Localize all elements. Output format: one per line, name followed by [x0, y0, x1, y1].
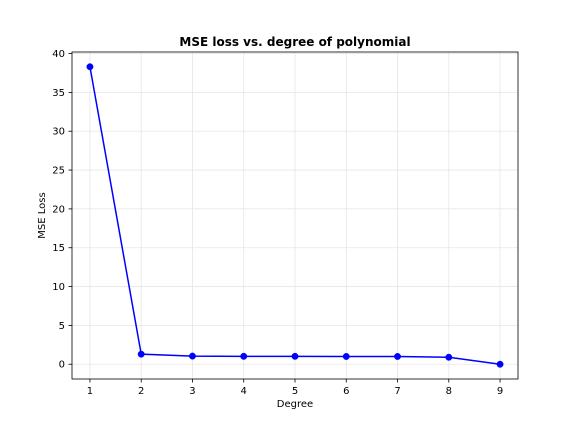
y-tick-label: 20	[52, 204, 65, 215]
y-tick-label: 0	[59, 360, 65, 371]
x-tick-label: 2	[138, 386, 144, 397]
y-tick-label: 35	[52, 88, 65, 99]
x-tick-label: 1	[87, 386, 93, 397]
x-tick-label: 3	[189, 386, 195, 397]
y-tick-label: 25	[52, 166, 65, 177]
x-tick-label: 5	[292, 386, 298, 397]
data-point	[291, 352, 299, 360]
series-layer	[86, 63, 504, 368]
y-axis: 0 5 10 15 20 25 30 35 40	[52, 49, 72, 371]
x-tick-label: 8	[446, 386, 452, 397]
x-axis-label: Degree	[277, 399, 313, 410]
data-point	[86, 63, 94, 71]
y-tick-label: 5	[59, 321, 65, 332]
x-tick-label: 4	[241, 386, 247, 397]
y-tick-label: 15	[52, 243, 65, 254]
data-point	[137, 350, 145, 358]
x-axis: 1 2 3 4 5 6 7 8 9	[87, 379, 503, 397]
grid-layer	[72, 52, 518, 379]
y-tick-label: 40	[52, 49, 65, 60]
data-point	[189, 352, 196, 360]
chart-title: MSE loss vs. degree of polynomial	[179, 35, 410, 49]
data-point	[342, 353, 350, 360]
y-tick-label: 10	[52, 282, 65, 293]
y-tick-label: 30	[52, 127, 65, 138]
data-point	[496, 360, 504, 368]
y-axis-label: MSE Loss	[37, 192, 48, 238]
x-tick-label: 6	[343, 386, 349, 397]
x-tick-label: 9	[497, 386, 503, 397]
data-point	[240, 352, 248, 360]
data-point	[445, 353, 453, 361]
data-point	[394, 353, 401, 360]
x-tick-label: 7	[394, 386, 400, 397]
